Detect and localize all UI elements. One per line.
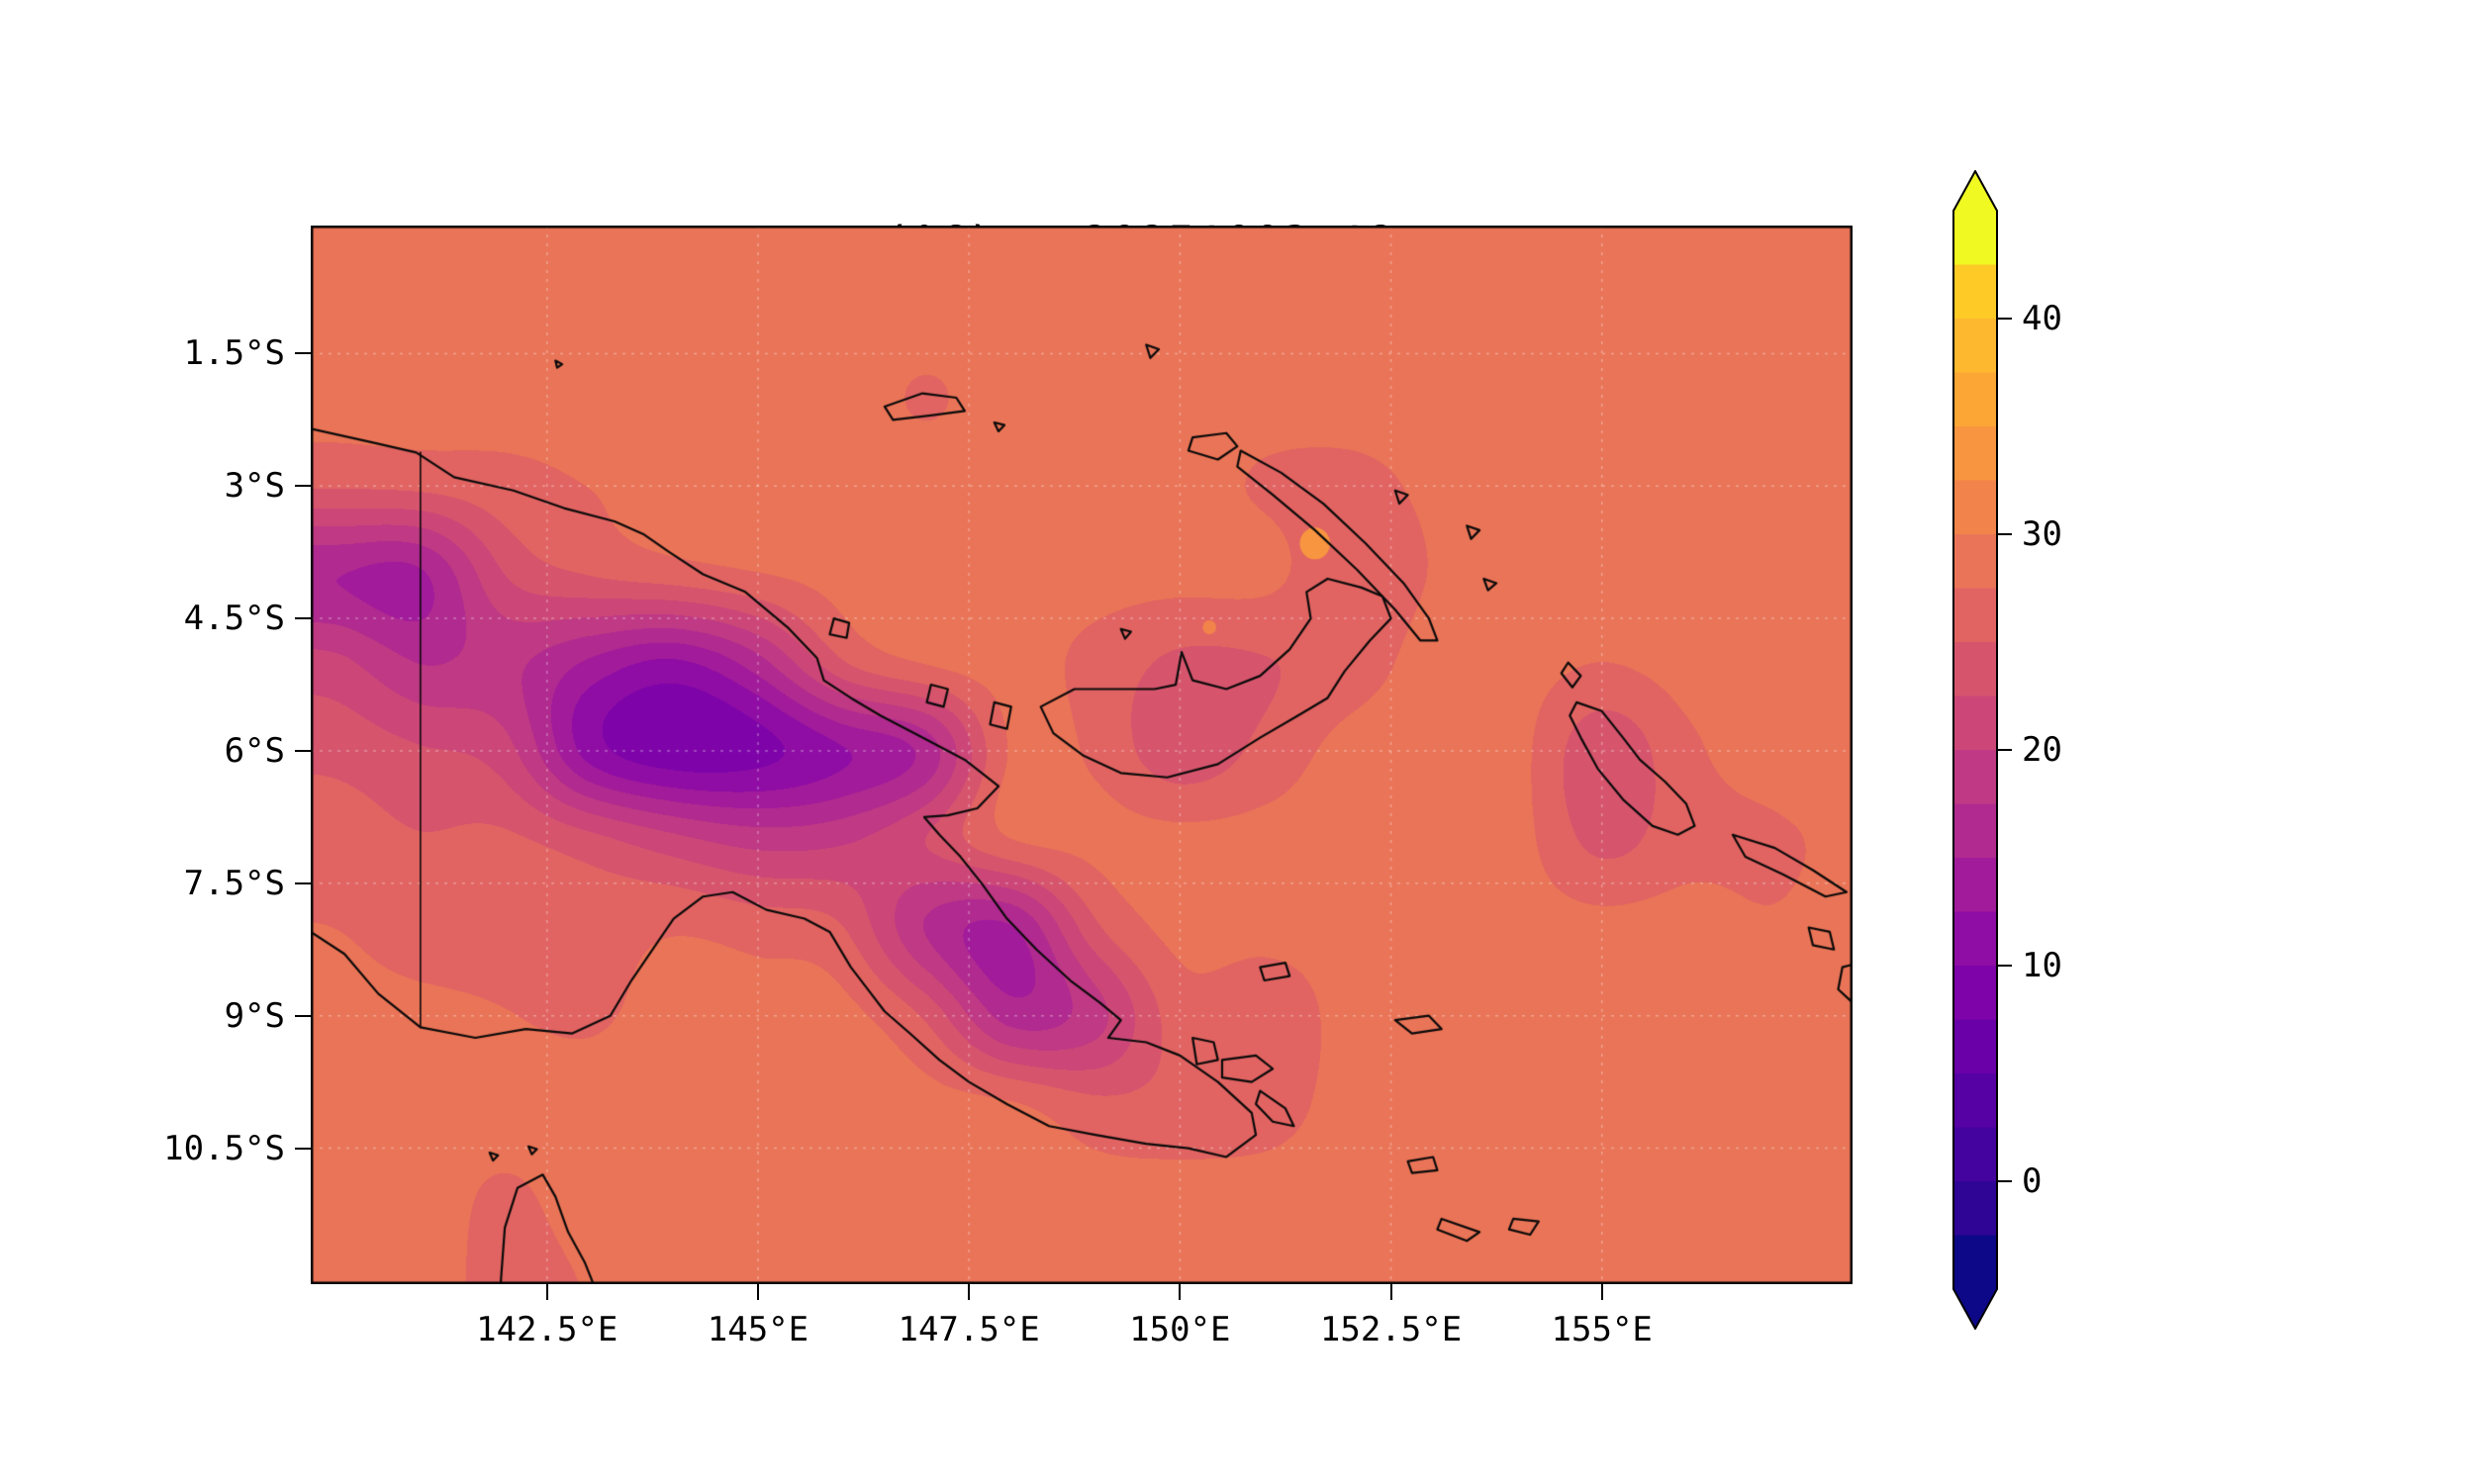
y-axis-tick-mark (295, 881, 311, 884)
colorbar-tick-label: 20 (2022, 730, 2062, 770)
colorbar-band (1953, 696, 1997, 751)
x-axis-tick-label: 147.5°E (898, 1310, 1040, 1349)
colorbar-tick-mark (1998, 318, 2012, 320)
x-axis-tick-label: 142.5°E (476, 1310, 618, 1349)
colorbar-band (1953, 1235, 1997, 1290)
y-axis-tick-label: 6°S (224, 730, 285, 771)
x-axis-tick-label: 152.5°E (1319, 1310, 1463, 1349)
colorbar-band (1953, 319, 1997, 374)
y-axis-tick-label: 7.5°S (183, 863, 285, 903)
colorbar-band (1953, 264, 1997, 320)
colorbar-tick-label: 0 (2022, 1161, 2043, 1201)
colorbar-band (1953, 858, 1997, 913)
x-axis-tick-mark (1179, 1284, 1182, 1300)
colorbar-band (1953, 211, 1997, 266)
colorbar-band (1953, 911, 1997, 967)
colorbar-band (1953, 1073, 1997, 1129)
colorbar-tick-label: 10 (2022, 946, 2062, 985)
colorbar-band (1953, 642, 1997, 697)
y-axis-tick-mark (295, 617, 311, 620)
x-axis-tick-label: 155°E (1551, 1310, 1653, 1349)
x-axis-tick-mark (1389, 1284, 1392, 1300)
y-axis-tick-label: 4.5°S (183, 599, 285, 639)
y-axis-tick-mark (295, 485, 311, 488)
colorbar-band (1953, 1127, 1997, 1182)
x-axis-tick-mark (756, 1284, 759, 1300)
colorbar-outline (1952, 170, 1998, 1330)
colorbar-tick-label: 40 (2022, 299, 2062, 338)
colorbar-band (1953, 966, 1997, 1021)
colorbar-band (1953, 1181, 1997, 1237)
colorbar-under-arrow (1953, 1289, 1997, 1329)
colorbar-band (1953, 426, 1997, 482)
y-axis-tick-label: 9°S (224, 995, 285, 1036)
colorbar-band (1953, 750, 1997, 805)
y-axis-tick-mark (295, 1147, 311, 1150)
colorbar-over-arrow (1953, 171, 1997, 211)
temperature-map-canvas (311, 226, 1853, 1284)
colorbar-tick-mark (1998, 1180, 2012, 1182)
colorbar-band (1953, 372, 1997, 427)
colorbar-band (1953, 480, 1997, 535)
y-axis-tick-mark (295, 352, 311, 355)
colorbar-band (1953, 1019, 1997, 1074)
x-axis-tick-mark (968, 1284, 971, 1300)
colorbar-band (1953, 534, 1997, 590)
x-axis-tick-label: 145°E (707, 1310, 809, 1349)
colorbar-tick-mark (1998, 533, 2012, 535)
colorbar-tick-mark (1998, 965, 2012, 967)
y-axis-tick-mark (295, 749, 311, 752)
y-axis-tick-label: 10.5°S (163, 1128, 285, 1168)
x-axis-tick-label: 150°E (1129, 1310, 1231, 1349)
colorbar-band (1953, 803, 1997, 859)
colorbar-band (1953, 588, 1997, 643)
y-axis-tick-mark (295, 1014, 311, 1017)
y-axis-tick-label: 3°S (224, 466, 285, 507)
colorbar-tick-label: 30 (2022, 514, 2062, 554)
x-axis-tick-mark (545, 1284, 548, 1300)
x-axis-tick-mark (1600, 1284, 1603, 1300)
colorbar-tick-mark (1998, 749, 2012, 751)
colorbar (1952, 170, 1998, 1330)
y-axis-tick-label: 1.5°S (183, 333, 285, 374)
